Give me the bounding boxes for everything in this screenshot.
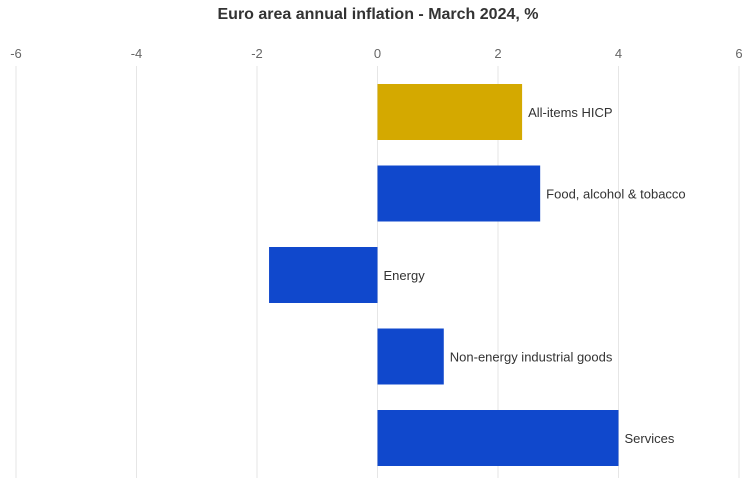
x-tick-label-0: -6 — [10, 46, 22, 61]
x-tick-label-4: 2 — [494, 46, 501, 61]
bar-label-2: Energy — [384, 268, 426, 283]
x-tick-label-5: 4 — [615, 46, 622, 61]
bar-4[interactable] — [377, 410, 619, 466]
bar-2[interactable] — [269, 247, 378, 303]
bar-label-0: All-items HICP — [528, 105, 613, 120]
bar-label-4: Services — [625, 431, 675, 446]
x-tick-label-3: 0 — [374, 46, 381, 61]
bar-1[interactable] — [377, 165, 541, 222]
x-tick-label-1: -4 — [131, 46, 143, 61]
x-tick-label-6: 6 — [735, 46, 742, 61]
chart-title: Euro area annual inflation - March 2024,… — [217, 6, 539, 23]
bar-0[interactable] — [377, 84, 523, 140]
bar-label-3: Non-energy industrial goods — [450, 350, 613, 365]
x-tick-label-2: -2 — [251, 46, 263, 61]
bar-label-1: Food, alcohol & tobacco — [546, 187, 685, 202]
bar-3[interactable] — [377, 328, 444, 385]
